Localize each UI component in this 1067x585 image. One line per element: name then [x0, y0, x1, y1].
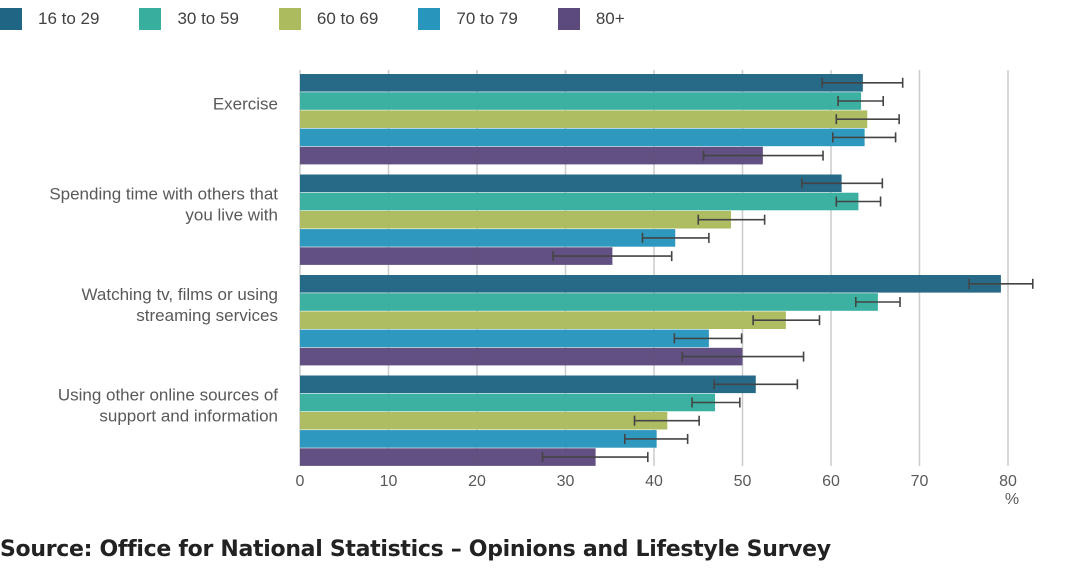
- legend-label: 60 to 69: [316, 9, 379, 28]
- bar: [300, 375, 756, 394]
- bar: [300, 74, 863, 92]
- x-axis-unit-label: %: [1005, 491, 1019, 508]
- bar: [300, 247, 613, 265]
- source-note: Source: Office for National Statistics –…: [0, 537, 831, 562]
- bar: [300, 393, 716, 412]
- bar: [300, 128, 865, 147]
- bar: [300, 229, 676, 247]
- x-tick-label: 50: [734, 473, 752, 490]
- legend-item[interactable]: 80+: [557, 8, 665, 30]
- chart-legend: 16 to 29 30 to 59 60 to 69 70 to 79 80+: [0, 4, 665, 34]
- x-tick-label: 80: [999, 473, 1017, 490]
- category-label: Exercise: [213, 95, 278, 114]
- category-label: Spending time with others that: [49, 185, 278, 204]
- bar: [300, 329, 709, 348]
- legend-swatch: [557, 8, 580, 30]
- bar-chart: Exercise Spending time with others that yo…: [49, 70, 1034, 508]
- x-tick-label: 60: [822, 473, 840, 490]
- legend-swatch: [418, 8, 441, 30]
- legend-item[interactable]: 70 to 79: [418, 8, 557, 30]
- legend-swatch: [0, 8, 22, 30]
- legend-item[interactable]: 30 to 59: [139, 8, 278, 30]
- legend-item[interactable]: 60 to 69: [278, 8, 418, 30]
- legend-swatch: [139, 8, 162, 30]
- legend-label: 30 to 59: [177, 9, 239, 28]
- bar: [300, 174, 842, 193]
- bar: [300, 192, 859, 211]
- legend-item[interactable]: 16 to 29: [0, 8, 139, 30]
- x-tick-label: 70: [911, 473, 929, 490]
- bar: [300, 210, 731, 229]
- x-tick-label: 20: [468, 473, 486, 490]
- bar: [300, 347, 743, 366]
- bar: [300, 411, 668, 430]
- legend-label: 16 to 29: [38, 9, 100, 28]
- legend-swatch: [278, 8, 301, 30]
- legend-label: 80+: [595, 9, 625, 28]
- category-label: Watching tv, films or using: [81, 285, 278, 304]
- bar: [300, 430, 657, 448]
- legend-label: 70 to 79: [456, 9, 518, 28]
- x-tick-label: 30: [557, 473, 575, 490]
- category-label: you live with: [185, 206, 278, 225]
- bar: [300, 448, 596, 466]
- category-label: Using other online sources of: [58, 386, 278, 405]
- category-label: support and information: [99, 407, 278, 426]
- bar: [300, 293, 878, 311]
- bar: [300, 275, 1001, 293]
- x-tick-label: 40: [645, 473, 663, 490]
- bar: [300, 110, 868, 128]
- bar: [300, 92, 862, 110]
- x-tick-label: 10: [380, 473, 398, 490]
- category-label: streaming services: [136, 306, 278, 325]
- x-tick-label: 0: [296, 473, 305, 490]
- bar: [300, 311, 786, 329]
- bar: [300, 146, 763, 165]
